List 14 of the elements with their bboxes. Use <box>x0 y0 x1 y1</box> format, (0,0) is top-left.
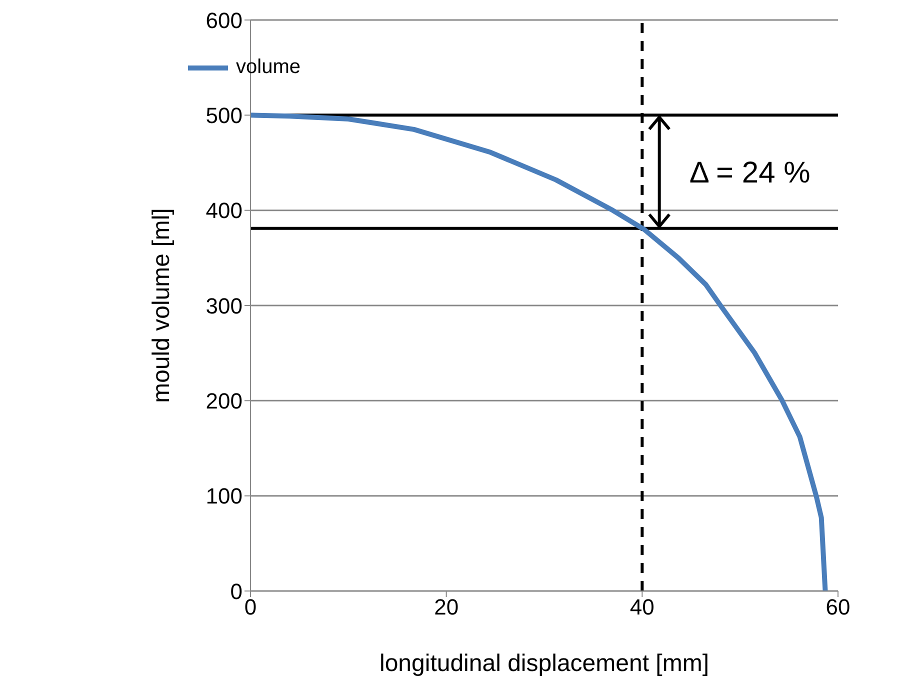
y-tick-label: 400 <box>206 198 242 224</box>
annotation: Δ = 24 % <box>689 156 810 190</box>
y-tick-label: 600 <box>206 8 242 33</box>
x-axis-title: longitudinal displacement [mm] <box>379 650 709 677</box>
y-tick-label: 500 <box>206 102 242 128</box>
y-tick-label: 0 <box>230 578 242 604</box>
y-tick-label: 100 <box>206 484 242 509</box>
y-tick-label: 200 <box>206 388 242 414</box>
y-tick-label: 300 <box>206 293 242 318</box>
y-axis-title: mould volume [ml] <box>148 208 176 403</box>
x-tick-label: 20 <box>434 594 459 620</box>
legend-label: volume <box>236 56 300 78</box>
x-tick-label: 40 <box>630 594 654 620</box>
x-tick-label: 60 <box>826 594 850 620</box>
